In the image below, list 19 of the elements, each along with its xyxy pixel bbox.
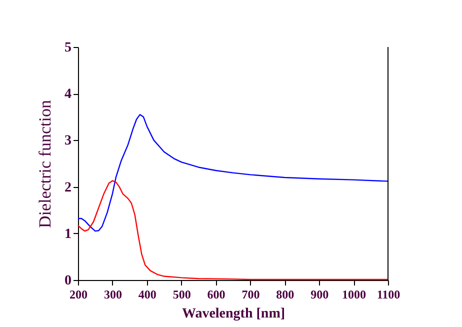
y-tick-label: 2	[64, 180, 72, 196]
x-tick-label: 600	[207, 288, 226, 302]
y-tick-label: 3	[64, 134, 72, 149]
x-tick-label: 1000	[342, 288, 366, 302]
x-axis-title: Wavelength [nm]	[182, 306, 286, 322]
y-axis-title: Dielectric function	[36, 100, 54, 228]
x-tick-label: 900	[310, 288, 329, 302]
x-tick-label: 800	[276, 288, 294, 302]
x-tick-label: 300	[104, 288, 122, 302]
line-series	[77, 114, 389, 232]
x-tick-label: 700	[242, 288, 260, 302]
x-tick-label: 500	[172, 288, 191, 302]
y-tick-label: 5	[64, 40, 72, 56]
x-tick-label: 200	[70, 288, 88, 302]
y-tick-label: 4	[64, 87, 72, 102]
y-tick-label: 1	[64, 226, 72, 242]
y-tick-label: 0	[64, 274, 72, 288]
x-tick-label: 1100	[376, 288, 400, 302]
x-tick-label: 400	[138, 288, 156, 302]
